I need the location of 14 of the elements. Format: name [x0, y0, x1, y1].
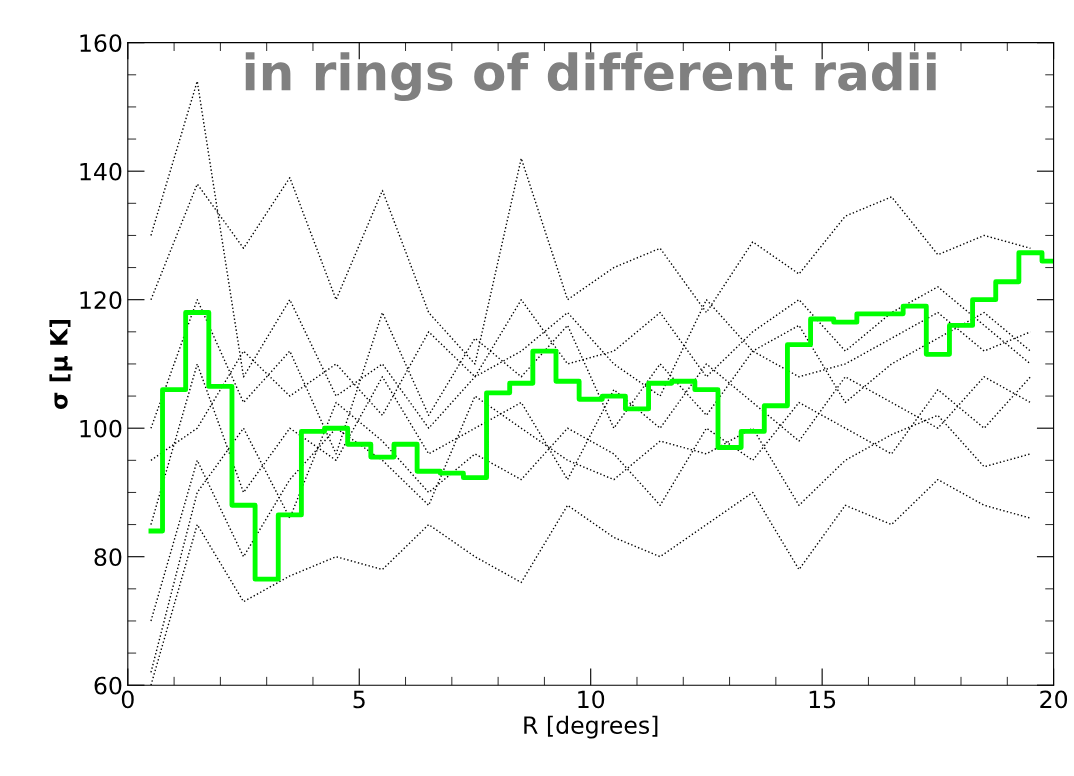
- y-tick-label: 140: [80, 162, 122, 181]
- y-axis-title: σ [μ K]: [49, 319, 73, 409]
- y-tick-label: 60: [94, 676, 122, 695]
- x-axis-title: R [degrees]: [524, 715, 658, 739]
- x-tick-label: 5: [353, 690, 365, 709]
- y-tick-label: 80: [94, 548, 122, 567]
- y-tick-label: 100: [80, 419, 122, 438]
- x-tick-label: 20: [1040, 690, 1068, 709]
- x-tick-label: 0: [121, 690, 134, 709]
- x-tick-label: 15: [809, 690, 836, 709]
- y-tick-label: 120: [80, 291, 122, 309]
- x-tick-label: 10: [578, 690, 605, 709]
- y-tick-label: 160: [80, 34, 122, 52]
- chart-title: in rings of different radii: [245, 52, 936, 102]
